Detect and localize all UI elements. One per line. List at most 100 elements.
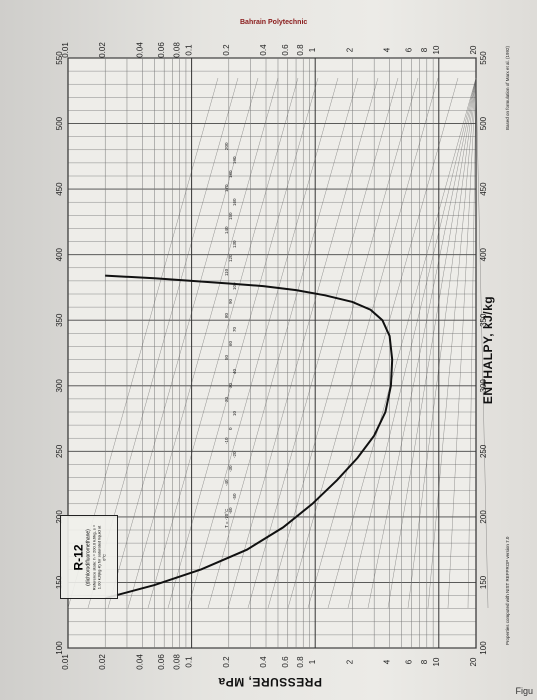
pressure-tick-label: 6 [404, 47, 413, 52]
isentrope-line [227, 77, 379, 609]
pressure-tick-label: 0.02 [98, 654, 107, 670]
pressure-tick-label: 20 [469, 657, 478, 666]
isentrope-line [107, 77, 259, 609]
pressure-tick-label: 0.02 [98, 42, 107, 58]
enthalpy-tick-label: 500 [479, 116, 488, 130]
saturation-curve [104, 274, 394, 600]
isotherm-label: 30 [228, 382, 233, 388]
enthalpy-tick-label: 350 [55, 313, 64, 327]
pressure-tick-label: 4 [383, 659, 392, 664]
enthalpy-tick-label: 250 [55, 444, 64, 458]
pressure-tick-label: 0.08 [173, 42, 182, 58]
isotherm-label: 120 [228, 254, 233, 262]
enthalpy-tick-label: 200 [55, 510, 64, 524]
isentrope-line [475, 77, 489, 609]
isentrope-line [467, 77, 477, 609]
pressure-tick-label: 0.04 [135, 42, 144, 58]
reference-state: Reference state: h = 200.0 kJ/kg, s = 1.… [91, 524, 107, 590]
pressure-tick-label: 0.1 [185, 656, 194, 668]
chart-title: R-12 [71, 544, 86, 571]
pressure-tick-label: 0.4 [259, 656, 268, 668]
isotherm-label: 50 [224, 354, 229, 360]
isotherm-label: 150 [228, 212, 233, 220]
isotherm-label: 110 [224, 268, 229, 276]
enthalpy-tick-label: 400 [479, 247, 488, 261]
isotherm-label: 10 [232, 410, 237, 416]
isotherm-label: 80 [224, 312, 229, 318]
refprop-note: Properties computed with NIST REFPROP ve… [505, 536, 510, 645]
pressure-tick-label: 6 [404, 659, 413, 664]
pressure-tick-label: 8 [420, 47, 429, 52]
enthalpy-tick-label: 150 [55, 575, 64, 589]
isentrope-line [447, 77, 477, 609]
isotherm-label: 130 [232, 240, 237, 248]
isentrope-line [127, 77, 279, 609]
pressure-tick-label: 10 [432, 657, 441, 666]
figure-caption: Figu [515, 686, 533, 696]
pressure-tick-label: 4 [383, 47, 392, 52]
enthalpy-tick-label: 450 [55, 182, 64, 196]
y-axis-label: PRESSURE, MPa [218, 675, 322, 689]
enthalpy-tick-label: 500 [55, 116, 64, 130]
pressure-tick-label: 0.6 [281, 44, 290, 56]
pressure-tick-label: 0.4 [259, 44, 268, 56]
isotherm-label: 200 [224, 142, 229, 150]
isotherm-label: -30 [228, 465, 233, 472]
legend-box: R-12 (dichlorodifluoromethane) Reference… [60, 515, 118, 599]
isotherm-label: 70 [232, 326, 237, 332]
pressure-tick-label: 2 [345, 659, 354, 664]
isentrope-line [187, 77, 339, 609]
isotherm-label: 190 [232, 156, 237, 164]
isotherm-label: -40 [224, 479, 229, 486]
pressure-tick-label: 0.01 [61, 654, 70, 670]
enthalpy-tick-label: 100 [479, 641, 488, 655]
enthalpy-tick-label: 350 [479, 313, 488, 327]
pressure-tick-label: 20 [469, 45, 478, 54]
enthalpy-tick-label: 400 [55, 247, 64, 261]
isotherm-label: -20 [232, 451, 237, 458]
isentrope-line [287, 77, 439, 609]
isotherm-label: T = -70°C [224, 508, 229, 528]
axis-ticks: 1001001501502002002502503003003503504004… [55, 42, 488, 670]
pressure-tick-label: 0.08 [173, 654, 182, 670]
pressure-tick-label: 0.01 [61, 42, 70, 58]
enthalpy-tick-label: 550 [479, 51, 488, 65]
legend-content: R-12 (dichlorodifluoromethane) Reference… [72, 522, 107, 592]
isentrope-line [167, 77, 319, 609]
enthalpy-tick-label: 200 [479, 510, 488, 524]
pressure-tick-label: 8 [420, 659, 429, 664]
school-name: Bahrain Polytechnic [240, 19, 307, 26]
isentrope-line [327, 77, 477, 609]
pressure-tick-label: 0.2 [222, 656, 231, 668]
isentrope-line [387, 77, 477, 609]
isotherm-label: 160 [232, 198, 237, 206]
pressure-tick-label: 2 [345, 47, 354, 52]
formulation-note: Based on formulation of Marx et al. (199… [505, 45, 510, 130]
isentrope-line [307, 77, 459, 609]
isotherm-label: 180 [228, 170, 233, 178]
enthalpy-tick-label: 550 [55, 51, 64, 65]
isentrope-line [367, 77, 477, 609]
pressure-tick-label: 1 [308, 659, 317, 664]
enthalpy-tick-label: 450 [479, 182, 488, 196]
pressure-tick-label: 0.1 [185, 44, 194, 56]
isotherm-label: 20 [224, 396, 229, 402]
pressure-tick-label: 0.8 [296, 44, 305, 56]
x-axis-label: ENTHALPY, kJ/kg [481, 296, 495, 404]
isotherm-label: 0 [228, 427, 233, 430]
pressure-tick-label: 0.2 [222, 44, 231, 56]
plot-area [67, 57, 477, 649]
isentrope-line [207, 77, 359, 609]
isotherm-label: -50 [232, 493, 237, 500]
pressure-tick-label: 0.06 [157, 654, 166, 670]
isotherm-label: 60 [228, 340, 233, 346]
enthalpy-tick-label: 300 [55, 379, 64, 393]
isentrope-line [147, 77, 299, 609]
isentrope-line [427, 77, 477, 609]
pressure-tick-label: 0.04 [135, 654, 144, 670]
enthalpy-tick-label: 250 [479, 444, 488, 458]
pressure-tick-label: 0.8 [296, 656, 305, 668]
pressure-tick-label: 0.6 [281, 656, 290, 668]
enthalpy-tick-label: 300 [479, 379, 488, 393]
